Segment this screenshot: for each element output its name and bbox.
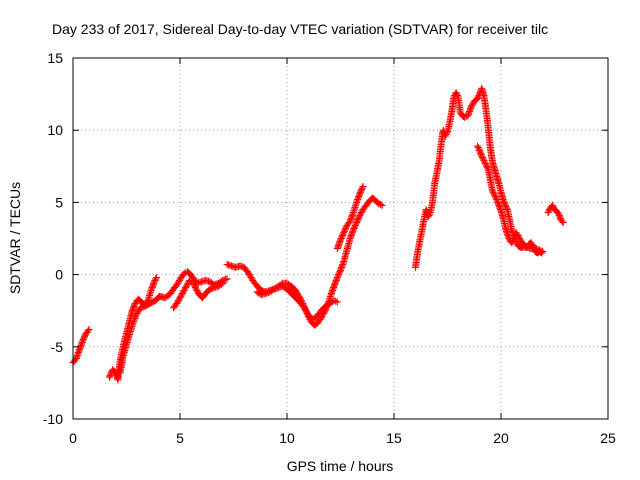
y-tick-label: 5 <box>55 194 63 210</box>
data-track <box>333 183 367 253</box>
data-track <box>170 276 227 312</box>
y-tick-label: 0 <box>55 267 63 283</box>
data-track <box>253 282 341 323</box>
x-tick-label: 15 <box>386 430 402 446</box>
x-tick-label: 0 <box>69 430 77 446</box>
y-axis-title: SDTVAR / TECUs <box>7 182 23 294</box>
y-tick-label: -5 <box>51 339 64 355</box>
chart-title: Day 233 of 2017, Sidereal Day-to-day VTE… <box>52 21 548 37</box>
plot-frame <box>72 57 609 420</box>
data-track <box>411 84 547 271</box>
data-track <box>116 268 231 377</box>
x-tick-label: 25 <box>600 430 616 446</box>
data-track <box>544 201 567 227</box>
x-tick-label: 10 <box>279 430 295 446</box>
x-tick-label: 5 <box>176 430 184 446</box>
axis-ticks: 0 5 10 15 20 25 -10 -5 0 5 10 15 <box>43 50 616 446</box>
y-tick-label: -10 <box>43 411 63 427</box>
y-tick-label: 15 <box>47 50 63 66</box>
y-tick-label: 10 <box>47 122 63 138</box>
data-track <box>474 142 546 257</box>
data-series-sdtvar <box>69 84 567 384</box>
x-tick-label: 20 <box>493 430 509 446</box>
grid-lines <box>73 58 608 419</box>
x-axis-title: GPS time / hours <box>287 458 394 474</box>
